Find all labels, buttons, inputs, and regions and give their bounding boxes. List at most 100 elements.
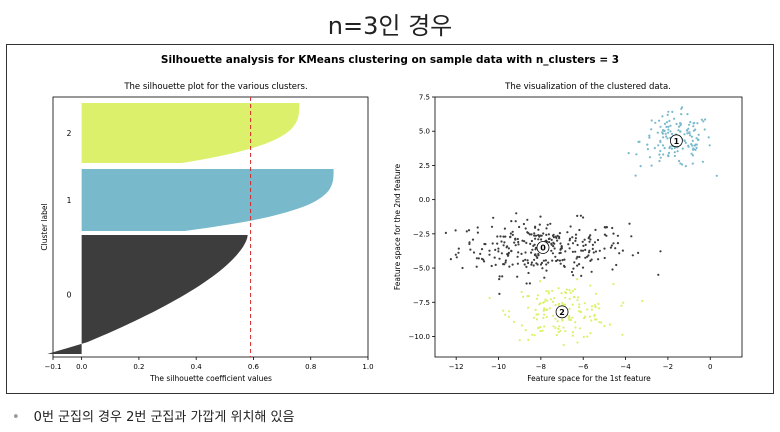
scatter-point [538, 223, 541, 226]
scatter-point [524, 329, 527, 332]
scatter-point [594, 292, 598, 295]
scatter-point [554, 317, 557, 320]
scatter-point [678, 159, 681, 163]
scatter-point [551, 234, 555, 237]
scatter-point [603, 233, 607, 236]
scatter-point [535, 318, 539, 321]
scatter-point [530, 233, 533, 236]
scatter-point [577, 310, 581, 313]
scatter-point [530, 239, 534, 243]
scatter-point [564, 296, 567, 299]
scatter-point [571, 316, 574, 319]
scatter-point [556, 234, 559, 237]
scatter-point [581, 240, 584, 243]
scatter-point [653, 147, 656, 150]
scatter-point [564, 330, 567, 333]
scatter-point [553, 247, 556, 250]
scatter-point [571, 242, 575, 245]
scatter-point [564, 250, 567, 253]
scatter-point [666, 113, 669, 116]
scatter-point [576, 341, 579, 344]
scatter-point [658, 119, 661, 122]
scatter-point [476, 226, 479, 229]
scatter-point [597, 258, 600, 261]
scatter-point [686, 113, 689, 116]
scatter-point [578, 228, 581, 232]
scatter-point [509, 236, 512, 239]
scatter-point [522, 222, 526, 226]
scatter-point [541, 329, 544, 332]
scatter-point [692, 125, 695, 128]
scatter-point [590, 305, 594, 308]
scatter-point [504, 259, 507, 262]
scatter-point [572, 267, 575, 270]
scatter-point [576, 243, 579, 247]
scatter-point [569, 225, 572, 228]
scatter-point [571, 303, 574, 306]
scatter-point [563, 303, 566, 306]
scatter-ytick-label: −2.5 [413, 230, 430, 238]
scatter-point [552, 241, 555, 244]
scatter-point [659, 149, 662, 153]
scatter-point [686, 129, 689, 132]
scatter-point [554, 303, 557, 307]
scatter-point [544, 259, 548, 262]
scatter-point [555, 334, 558, 337]
scatter-point [549, 222, 552, 225]
scatter-point [681, 163, 684, 166]
scatter-xtick-label: −12 [449, 363, 464, 371]
scatter-point [548, 237, 551, 240]
scatter-point [562, 264, 566, 267]
scatter-point [498, 275, 501, 278]
scatter-point [503, 241, 506, 244]
scatter-point [532, 264, 535, 267]
scatter-point [559, 329, 562, 332]
silhouette-xlabel: The silhouette coefficient values [149, 374, 272, 383]
scatter-point [657, 144, 660, 147]
scatter-point [550, 249, 553, 252]
scatter-point [510, 220, 513, 223]
scatter-point [575, 257, 578, 260]
scatter-point [667, 151, 671, 154]
scatter-point [615, 263, 618, 267]
scatter-point [545, 227, 548, 230]
scatter-point [692, 148, 695, 151]
scatter-point [565, 291, 568, 295]
scatter-point [610, 244, 614, 247]
scatter-point [593, 241, 597, 244]
scatter-point [534, 253, 537, 256]
scatter-point [592, 251, 595, 254]
scatter-point [671, 110, 674, 113]
scatter-point [497, 250, 500, 253]
scatter-point [562, 326, 565, 329]
scatter-point [675, 122, 678, 126]
scatter-point [546, 299, 549, 302]
scatter-point [590, 270, 593, 273]
scatter-point [670, 132, 674, 135]
scatter-cluster-0 [444, 212, 662, 295]
scatter-point [455, 256, 458, 259]
scatter-point [540, 234, 543, 237]
scatter-point [579, 214, 583, 217]
scatter-point [687, 127, 690, 130]
scatter-point [484, 243, 487, 246]
scatter-point [577, 296, 580, 299]
scatter-point [560, 247, 564, 250]
scatter-point [571, 236, 574, 239]
scatter-point [631, 254, 634, 257]
scatter-point [598, 321, 601, 324]
scatter-point [483, 260, 486, 263]
scatter-point [502, 244, 505, 247]
silhouette-ylabel: Cluster label [40, 203, 49, 250]
scatter-point [665, 121, 669, 124]
scatter-point [679, 162, 682, 165]
scatter-point [477, 257, 480, 260]
scatter-point [558, 259, 562, 262]
scatter-point [545, 269, 548, 272]
scatter-point [533, 258, 536, 261]
scatter-point [667, 131, 670, 134]
scatter-point [530, 251, 533, 254]
scatter-point [571, 334, 574, 337]
scatter-xtick-label: −8 [536, 363, 546, 371]
scatter-point [534, 237, 537, 240]
